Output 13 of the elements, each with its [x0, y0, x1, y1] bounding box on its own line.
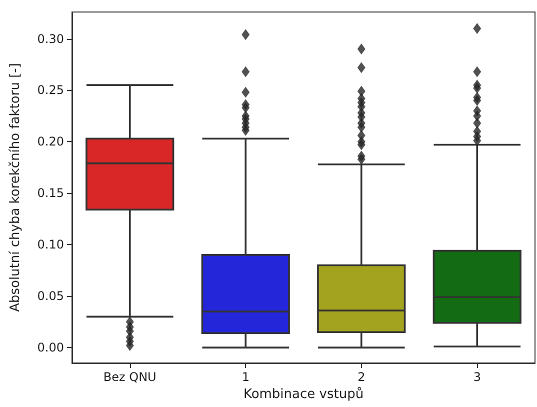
y-axis-title: Absolutní chyba korekčního faktoru [-] [8, 63, 23, 312]
y-tick-label: 0.30 [37, 32, 64, 46]
y-tick-label: 0.20 [37, 134, 64, 149]
x-tick-label: Bez QNU [103, 370, 156, 384]
x-tick-label: 2 [358, 370, 366, 384]
x-tick-label: 1 [242, 370, 250, 384]
y-tick-label: 0.25 [37, 83, 64, 98]
y-tick-label: 0.15 [37, 186, 64, 200]
x-tick-label: 3 [473, 370, 481, 384]
y-tick-label: 0.10 [37, 238, 64, 252]
y-tick-label: 0.05 [37, 289, 64, 304]
y-tick-label: 0.00 [37, 340, 64, 355]
x-axis-title: Kombinace vstupů [243, 386, 364, 402]
